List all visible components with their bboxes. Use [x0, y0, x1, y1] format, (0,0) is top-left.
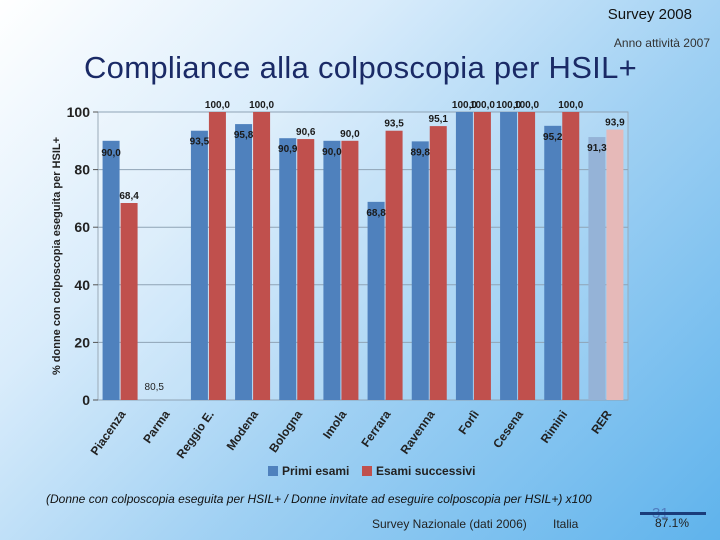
x-tick-label: Imola: [320, 407, 350, 441]
x-tick-label: RER: [588, 407, 614, 436]
survey-label: Survey 2008: [607, 6, 692, 23]
legend-swatch: [362, 466, 372, 476]
bar-primi: [544, 125, 562, 400]
bar-successivi: [473, 112, 491, 400]
data-label: 93,9: [605, 118, 625, 129]
activity-year-label: Anno attività 2007: [613, 36, 710, 50]
bar-primi: [588, 137, 606, 400]
data-label: 90,0: [340, 129, 360, 140]
bar-successivi: [518, 112, 536, 400]
x-tick-label: Ferrara: [358, 407, 393, 449]
data-label: 100,0: [470, 100, 495, 111]
footer-divider: [640, 512, 706, 515]
x-tick-label: Forlì: [455, 408, 481, 437]
bar-successivi: [253, 112, 271, 400]
y-axis-title: % donne con colposcopia eseguita per HSI…: [51, 137, 63, 375]
bar-successivi: [297, 139, 315, 400]
bar-primi: [411, 141, 429, 400]
x-tick-label: Parma: [140, 407, 173, 445]
data-label: 95,8: [234, 130, 254, 141]
bar-chart: 0 20 40 60 80 100 % donne con colposcopia eseg…: [51, 100, 629, 478]
legend-swatch: [268, 466, 278, 476]
data-label: 93,5: [384, 119, 404, 130]
x-tick-label: Cesena: [490, 407, 526, 450]
x-tick-label: Bologna: [266, 407, 305, 455]
bar-successivi: [562, 112, 580, 400]
bar-primi: [279, 138, 297, 400]
data-label: 68,4: [119, 191, 139, 202]
legend-label: Primi esami: [282, 464, 349, 478]
national-survey-note: Survey Nazionale (dati 2006): [372, 517, 527, 531]
data-label: 95,2: [543, 132, 563, 143]
y-tick-label: 0: [82, 392, 90, 408]
data-label: 93,5: [190, 137, 210, 148]
y-tick-label: 100: [67, 104, 91, 120]
data-label: 95,1: [429, 114, 449, 125]
y-tick-label: 80: [74, 162, 90, 178]
indicator-formula: (Donne con colposcopia eseguita per HSIL…: [46, 492, 592, 506]
bar-successivi: [385, 130, 403, 400]
bar-primi: [190, 130, 208, 400]
bar-primi: [455, 112, 473, 400]
x-tick-label: Piacenza: [88, 407, 129, 457]
bar-successivi: [120, 203, 138, 400]
page-title: Compliance alla colposcopia per HSIL+: [84, 50, 638, 85]
data-label: 90,6: [296, 127, 316, 138]
annotation-label: 80,5: [145, 382, 165, 393]
data-label: 100,0: [514, 100, 539, 111]
bar-successivi: [429, 126, 447, 400]
data-label: 90,0: [322, 147, 342, 158]
legend-label: Esami successivi: [376, 464, 475, 478]
data-label: 68,8: [366, 208, 386, 219]
data-label: 100,0: [205, 100, 230, 111]
data-label: 89,8: [411, 147, 431, 158]
bar-primi: [323, 140, 341, 401]
x-tick-label: Rimini: [538, 408, 571, 446]
bar-primi: [500, 112, 518, 400]
x-tick-label: Modena: [224, 407, 262, 452]
bar-successivi: [606, 129, 624, 400]
data-label: 100,0: [249, 100, 274, 111]
region-label: Italia: [553, 517, 579, 531]
plot-area: [97, 111, 629, 401]
data-label: 90,9: [278, 144, 298, 155]
data-label: 100,0: [452, 100, 477, 111]
y-tick-label: 60: [74, 219, 90, 235]
national-value: 87.1%: [655, 516, 690, 530]
y-tick-label: 20: [74, 334, 90, 350]
data-label: 100,0: [558, 100, 583, 111]
bar-successivi: [341, 140, 359, 401]
bar-primi: [367, 201, 385, 400]
x-tick-label: Reggio E.: [174, 408, 217, 461]
y-tick-label: 40: [74, 277, 90, 293]
data-label: 90,0: [101, 148, 121, 159]
data-label: 91,3: [587, 143, 607, 154]
data-label: 100,0: [496, 100, 521, 111]
bar-successivi: [208, 112, 226, 400]
bar-primi: [102, 140, 120, 401]
x-tick-label: Ravenna: [398, 407, 438, 456]
bar-primi: [235, 124, 253, 400]
